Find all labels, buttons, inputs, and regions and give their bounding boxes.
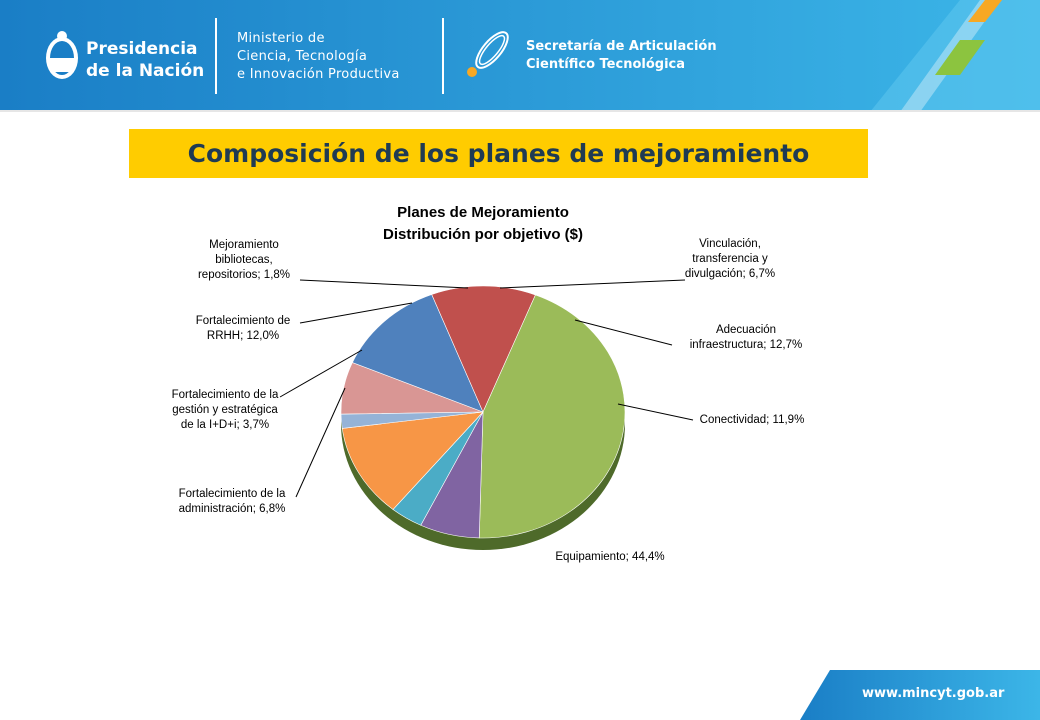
header-divider-1: [215, 18, 217, 94]
ministerio-text: Ministerio de Ciencia, Tecnología e Inno…: [237, 30, 400, 84]
slice-label-line: bibliotecas,: [215, 254, 273, 266]
footer-url[interactable]: www.mincyt.gob.ar: [862, 686, 1005, 701]
secretaria-text: Secretaría de Articulación Científico Te…: [526, 38, 717, 74]
secretaria-line1: Secretaría de Articulación: [526, 39, 717, 54]
slice-label: Conectividad; 11,9%: [700, 414, 805, 426]
pie-slice: [341, 411, 484, 510]
slice-label-line: divulgación; 6,7%: [685, 268, 775, 280]
slice-labels: Vinculación, transferencia y divulgación; …: [172, 238, 805, 563]
leader-line: [299, 279, 469, 289]
leader-line: [617, 403, 694, 421]
slice-label: Adecuación infraestructura; 12,7%: [690, 324, 803, 351]
pie-chart: Planes de Mejoramiento Distribución por …: [172, 204, 805, 563]
slice-label-line: Fortalecimiento de: [196, 315, 291, 327]
slice-label: Fortalecimiento de la gestión y estratégi…: [172, 389, 279, 431]
pie-slices: [340, 285, 626, 539]
slice-label-line: Adecuación: [716, 324, 776, 336]
slice-label: Mejoramiento bibliotecas, repositorios; 1,…: [198, 239, 290, 281]
presidencia-logo-text: Presidencia de la Nación: [86, 38, 204, 82]
pie-slice: [340, 411, 484, 429]
slice-label-line: Mejoramiento: [209, 239, 279, 251]
slide-title-bar: Composición de los planes de mejoramient…: [129, 129, 868, 178]
leader-line: [299, 302, 413, 324]
footer-band: [800, 670, 1040, 720]
ministerio-line1: Ministerio de: [237, 31, 325, 46]
slice-label-line: Vinculación,: [699, 238, 761, 250]
slice-label-line: Conectividad; 11,9%: [700, 414, 805, 426]
slice-label: Equipamiento; 44,4%: [555, 551, 664, 563]
pie-slice: [351, 294, 484, 413]
ministerio-line3: e Innovación Productiva: [237, 67, 400, 82]
secretaria-line2: Científico Tecnológica: [526, 57, 686, 72]
leader-line: [279, 349, 363, 398]
slice-label-line: de la I+D+i; 3,7%: [181, 419, 269, 431]
ministerio-line2: Ciencia, Tecnología: [237, 49, 368, 64]
chart-title-line1: Planes de Mejoramiento: [397, 204, 569, 221]
slice-label-line: Fortalecimiento de la: [172, 389, 279, 401]
presidencia-line2: de la Nación: [86, 61, 205, 81]
pie-slice: [478, 294, 626, 539]
slice-label-line: Equipamiento; 44,4%: [555, 551, 664, 563]
slice-label-line: repositorios; 1,8%: [198, 269, 290, 281]
argentina-shield-icon: [46, 31, 78, 79]
slice-label-line: Fortalecimiento de la: [179, 488, 286, 500]
leader-line: [499, 279, 686, 289]
slice-label-line: administración; 6,8%: [179, 503, 286, 515]
presidencia-line1: Presidencia: [86, 39, 198, 59]
slice-label-line: infraestructura; 12,7%: [690, 339, 803, 351]
slice-label: Fortalecimiento de RRHH; 12,0%: [196, 315, 291, 342]
slice-label-line: gestión y estratégica: [172, 404, 278, 416]
slice-label-line: RRHH; 12,0%: [207, 330, 279, 342]
chart-title-line2: Distribución por objetivo ($): [383, 226, 583, 243]
slice-label: Vinculación, transferencia y divulgación; …: [685, 238, 775, 280]
leader-line: [574, 319, 673, 346]
leader-line: [295, 387, 346, 498]
header-background: [0, 0, 1040, 112]
header-divider-2: [442, 18, 444, 94]
slice-label-line: transferencia y: [692, 253, 768, 265]
slide-title: Composición de los planes de mejoramient…: [187, 139, 810, 168]
leader-lines: [279, 279, 694, 498]
slice-label: Fortalecimiento de la administración; 6,8…: [179, 488, 286, 515]
header-banner: Presidencia de la Nación Ministerio de C…: [0, 0, 1040, 112]
secretaria-orbit-icon: [467, 31, 509, 77]
pie-slice: [431, 285, 536, 413]
